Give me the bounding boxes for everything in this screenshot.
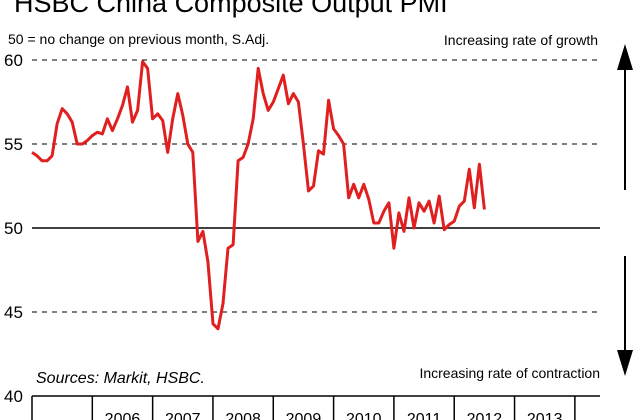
y-tick-label: 55 bbox=[4, 135, 23, 154]
x-tick-label: 2007 bbox=[165, 411, 201, 420]
source-note: Sources: Markit, HSBC. bbox=[36, 370, 205, 387]
x-tick-label: 2006 bbox=[105, 411, 141, 420]
contraction-annotation: Increasing rate of contraction bbox=[419, 365, 600, 381]
x-tick-label: 2012 bbox=[467, 411, 503, 420]
gridlines bbox=[32, 59, 600, 313]
y-tick-label: 40 bbox=[4, 387, 23, 406]
x-tick-label: 2011 bbox=[407, 411, 442, 420]
growth-annotation: Increasing rate of growth bbox=[444, 32, 598, 48]
series-line-group bbox=[31, 60, 486, 331]
y-tick-label: 45 bbox=[4, 303, 23, 322]
y-axis-ticks: 40 45 50 55 60 bbox=[4, 51, 23, 406]
x-tick-label: 2008 bbox=[225, 411, 261, 420]
x-tick-label: 2013 bbox=[527, 411, 563, 420]
chart-subtitle: 50 = no change on previous month, S.Adj. bbox=[8, 31, 269, 47]
chart-title: HSBC China Composite Output PMI bbox=[14, 0, 448, 18]
direction-arrows bbox=[617, 44, 633, 376]
x-tick-label: 2009 bbox=[286, 411, 322, 420]
y-tick-label: 50 bbox=[4, 219, 23, 238]
y-tick-label: 60 bbox=[4, 51, 23, 70]
x-tick-label: 2010 bbox=[346, 411, 382, 420]
series-line bbox=[31, 60, 486, 331]
x-axis: 2006 2007 2008 2009 2010 2011 2012 2013 bbox=[31, 395, 600, 420]
